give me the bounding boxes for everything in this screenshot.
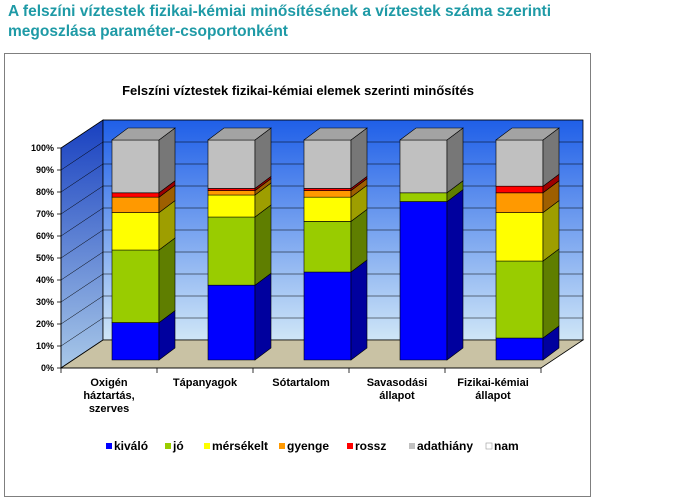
bar-side-kiváló (446, 189, 464, 361)
page-title-line2: megoszlása paraméter-csoportonként (8, 23, 288, 40)
page-title-line1: A felszíni víztestek fizikai-kémiai minő… (8, 3, 552, 20)
bar-segment-kiváló[interactable] (399, 201, 448, 361)
x-tick-label-line: szerves (89, 403, 129, 415)
y-tick-label: 10% (36, 341, 54, 351)
x-tick-label-line: állapot (379, 390, 415, 402)
bar-segment-rossz[interactable] (111, 192, 160, 198)
x-tick-label-line: Sótartalom (272, 377, 330, 389)
legend-swatch-jó (165, 443, 171, 449)
bar-segment-kiváló[interactable] (495, 337, 544, 361)
bar-side-kiváló (350, 259, 368, 361)
bar-segment-gyenge[interactable] (111, 196, 160, 213)
bar-segment-gyenge[interactable] (495, 192, 544, 213)
y-tick-label: 40% (36, 275, 54, 285)
gridline-side (60, 251, 104, 281)
bar-segment-adathiány[interactable] (303, 139, 352, 189)
chart-title: Felszíni víztestek fizikai-kémiai elemek… (122, 83, 474, 98)
x-tick-label-line: Tápanyagok (173, 377, 238, 389)
legend-label-kiváló: kiváló (114, 439, 148, 453)
y-tick-label: 20% (36, 319, 54, 329)
legend: kiváló jó mérsékelt gyenge rossz adathiány nam (106, 439, 519, 453)
legend-label-gyenge: gyenge (287, 439, 329, 453)
bar-segment-jó[interactable] (495, 260, 544, 339)
bar-segment-kiváló[interactable] (207, 284, 256, 361)
bar-side-jó (158, 237, 176, 324)
bar-segment-adathiány[interactable] (111, 139, 160, 194)
x-tick-label: Oxigén háztartás, szerves (83, 377, 134, 415)
bar-top-adathiány (495, 127, 560, 141)
legend-label-adathiány: adathiány (417, 439, 473, 453)
bar-side-jó (254, 204, 272, 286)
page-title: A felszíni víztestek fizikai-kémiai minő… (8, 2, 690, 42)
bar-segment-mérsékelt[interactable] (495, 212, 544, 262)
gridline-side (60, 207, 104, 237)
y-tick-label: 100% (31, 143, 54, 153)
bar-top-adathiány (399, 127, 464, 141)
bar-segment-gyenge[interactable] (207, 190, 256, 196)
y-tick-label: 70% (36, 209, 54, 219)
bar-segment-rossz[interactable] (207, 188, 256, 191)
bar-side-jó (542, 248, 560, 339)
x-tick-label-line: Savasodási (367, 377, 428, 389)
legend-swatch-adathiány (409, 443, 415, 449)
y-tick-label: 0% (41, 363, 54, 373)
plot-area: 0% 10% 20% 30% 40% 50% 60% 70% 80% 90% 100% Oxigén h… (31, 119, 585, 415)
x-tick-label: Tápanyagok (173, 377, 238, 389)
gridline-side (60, 295, 104, 325)
y-tick-label: 30% (36, 297, 54, 307)
legend-swatch-nam (485, 442, 493, 450)
x-tick-label: Fizikai-kémiai állapot (457, 377, 529, 402)
stacked-bar-chart: Felszíni víztestek fizikai-kémiai elemek… (31, 83, 585, 453)
y-tick-label: 90% (36, 165, 54, 175)
legend-label-rossz: rossz (355, 439, 386, 453)
legend-label-jó: jó (172, 439, 184, 453)
bar-segment-adathiány[interactable] (207, 139, 256, 189)
legend-label-mérsékelt: mérsékelt (212, 439, 268, 453)
gridline-side (60, 317, 104, 347)
gridline-side (60, 229, 104, 259)
bar-segment-adathiány[interactable] (495, 139, 544, 187)
bar-segment-kiváló[interactable] (111, 322, 160, 361)
bar-segment-rossz[interactable] (495, 185, 544, 194)
bar-segment-mérsékelt[interactable] (303, 196, 352, 222)
x-tick-label-line: háztartás, (83, 390, 134, 402)
bar-segment-gyenge[interactable] (303, 190, 352, 198)
bar-segment-jó[interactable] (303, 221, 352, 273)
x-tick-label-line: Oxigén (90, 377, 128, 389)
gridline-side (60, 163, 104, 193)
bar-top-adathiány (207, 127, 272, 141)
y-tick-label: 50% (36, 253, 54, 263)
chart-frame: Felszíni víztestek fizikai-kémiai elemek… (4, 53, 591, 497)
legend-swatch-gyenge (279, 443, 285, 449)
legend-swatch-rossz (347, 443, 353, 449)
x-tick-label: Savasodási állapot (367, 377, 428, 402)
bar-side-kiváló (254, 272, 272, 361)
bar-top-adathiány (111, 127, 176, 141)
x-tick-label-line: állapot (475, 390, 511, 402)
bar-segment-mérsékelt[interactable] (111, 212, 160, 251)
legend-swatch-kiváló (106, 443, 112, 449)
legend-swatch-mérsékelt (204, 443, 210, 449)
bar-top-adathiány (303, 127, 368, 141)
gridline-side (60, 141, 104, 171)
bar-segment-jó[interactable] (399, 192, 448, 202)
gridline-side (60, 119, 104, 149)
x-tick-label-line: Fizikai-kémiai (457, 377, 529, 389)
y-tick-label: 60% (36, 231, 54, 241)
legend-label-nam: nam (494, 439, 519, 453)
bar-segment-jó[interactable] (207, 216, 256, 286)
gridline-side (60, 273, 104, 303)
bar-segment-adathiány[interactable] (399, 139, 448, 194)
bar-segment-mérsékelt[interactable] (207, 194, 256, 218)
gridline-side (60, 185, 104, 215)
x-tick-label: Sótartalom (272, 377, 330, 389)
bar-segment-rossz[interactable] (303, 188, 352, 191)
bar-segment-jó[interactable] (111, 249, 160, 323)
bar-segment-kiváló[interactable] (303, 271, 352, 361)
y-tick-label: 80% (36, 187, 54, 197)
